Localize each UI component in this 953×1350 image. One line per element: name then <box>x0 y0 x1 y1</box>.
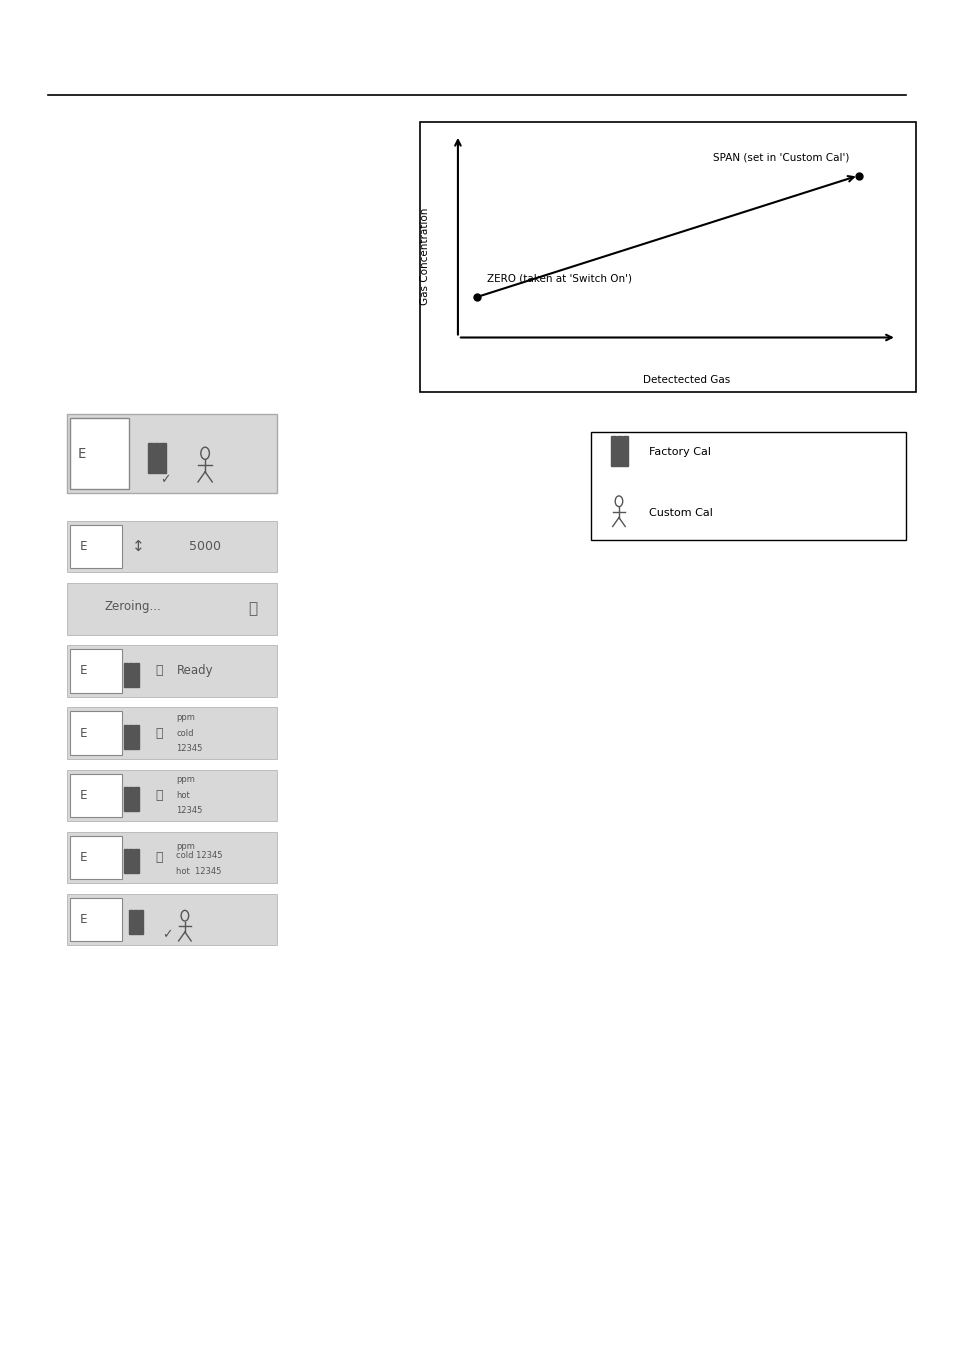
Text: hot  12345: hot 12345 <box>176 867 222 876</box>
Bar <box>129 910 133 922</box>
Text: E: E <box>80 850 88 864</box>
Text: Ready: Ready <box>176 664 213 678</box>
Bar <box>67 414 276 493</box>
Text: ✓: ✓ <box>159 472 171 486</box>
Bar <box>70 836 122 879</box>
Bar <box>134 725 138 737</box>
Text: hot: hot <box>176 791 190 799</box>
Bar <box>124 799 138 811</box>
Bar <box>622 436 628 451</box>
Text: Zeroing...: Zeroing... <box>105 599 161 613</box>
Bar <box>591 432 905 540</box>
Text: ppm: ppm <box>176 775 195 784</box>
Bar <box>148 458 166 472</box>
Text: cold: cold <box>176 729 193 737</box>
Text: ✓: ✓ <box>161 927 172 941</box>
Text: 12345: 12345 <box>176 744 203 753</box>
Bar <box>70 774 122 817</box>
Bar <box>67 583 276 634</box>
Bar <box>134 849 138 861</box>
Text: E: E <box>80 913 88 926</box>
Bar <box>70 898 122 941</box>
Text: ⓘ: ⓘ <box>155 850 163 864</box>
Bar <box>129 849 133 861</box>
Text: Detectected Gas: Detectected Gas <box>642 375 730 385</box>
Bar <box>67 894 276 945</box>
Bar <box>70 649 122 693</box>
Bar <box>124 663 129 675</box>
Text: E: E <box>80 540 88 553</box>
Bar <box>419 122 915 392</box>
Bar <box>129 922 143 934</box>
Bar <box>129 787 133 799</box>
Text: cold 12345: cold 12345 <box>176 852 223 860</box>
Bar <box>129 663 133 675</box>
Bar <box>67 645 276 697</box>
Bar <box>70 711 122 755</box>
Bar <box>124 737 138 749</box>
Text: ZERO (taken at 'Switch On'): ZERO (taken at 'Switch On') <box>486 274 631 284</box>
Bar <box>134 663 138 675</box>
Text: ppm: ppm <box>176 842 195 852</box>
Bar <box>133 910 138 922</box>
Text: Custom Cal: Custom Cal <box>648 508 712 518</box>
Bar <box>124 861 138 873</box>
Text: ↕: ↕ <box>132 539 145 555</box>
Bar <box>67 832 276 883</box>
Text: E: E <box>78 447 86 460</box>
Bar <box>154 443 159 458</box>
Text: E: E <box>80 664 88 678</box>
Text: ⓘ: ⓘ <box>155 788 163 802</box>
Bar <box>124 849 129 861</box>
Bar <box>70 418 129 489</box>
Text: E: E <box>80 726 88 740</box>
Bar <box>610 436 616 451</box>
Bar <box>70 525 122 568</box>
Bar <box>67 707 276 759</box>
Text: 12345: 12345 <box>176 806 203 815</box>
Bar <box>67 521 276 572</box>
Bar <box>617 436 621 451</box>
Text: Gas Concentration: Gas Concentration <box>419 208 429 305</box>
Text: ⓘ: ⓘ <box>155 726 163 740</box>
Text: SPAN (set in 'Custom Cal'): SPAN (set in 'Custom Cal') <box>712 153 848 162</box>
Text: ⧖: ⧖ <box>248 601 257 617</box>
Bar <box>124 675 138 687</box>
Bar <box>67 769 276 821</box>
Text: 5000: 5000 <box>189 540 221 553</box>
Bar <box>160 443 166 458</box>
Bar <box>139 910 143 922</box>
Text: Factory Cal: Factory Cal <box>648 447 710 458</box>
Bar <box>148 443 153 458</box>
Text: ⓘ: ⓘ <box>155 664 163 678</box>
Text: E: E <box>80 788 88 802</box>
Bar <box>124 787 129 799</box>
Bar <box>134 787 138 799</box>
Bar <box>124 725 129 737</box>
Text: ppm: ppm <box>176 713 195 722</box>
Bar <box>610 451 628 466</box>
Bar <box>129 725 133 737</box>
